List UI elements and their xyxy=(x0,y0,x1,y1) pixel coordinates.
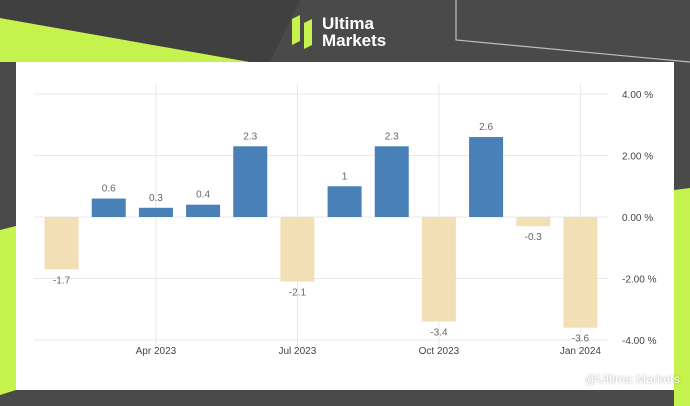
bar-value-label: -3.6 xyxy=(572,334,590,345)
bar-value-label: 0.6 xyxy=(102,184,116,195)
bar-value-label: 2.3 xyxy=(243,131,257,142)
decor-line xyxy=(455,0,690,63)
bar xyxy=(280,217,315,282)
bar-value-label: 2.3 xyxy=(385,131,399,142)
bar xyxy=(138,207,173,217)
brand-name: Ultima Markets xyxy=(322,15,386,49)
brand-logo: Ultima Markets xyxy=(292,14,386,50)
y-tick-label: 2.00 % xyxy=(622,152,653,163)
brand-line-2: Markets xyxy=(322,31,387,50)
x-tick-label: Jul 2023 xyxy=(279,346,317,357)
bar-value-label: 2.6 xyxy=(479,122,493,133)
bar xyxy=(516,217,551,227)
bar xyxy=(563,217,598,328)
watermark-logo-icon xyxy=(571,374,582,384)
bar xyxy=(91,198,126,217)
ultima-markets-logo-icon xyxy=(292,15,312,49)
y-tick-label: 4.00 % xyxy=(622,90,653,101)
bar-value-label: -1.7 xyxy=(53,275,71,286)
accent-stripe-left xyxy=(0,226,16,395)
watermark: @Ultima Markets xyxy=(571,372,680,386)
bar-value-label: -0.3 xyxy=(525,232,543,243)
y-tick-label: 0.00 % xyxy=(622,213,653,224)
bar-value-label: 1 xyxy=(342,171,348,182)
bar xyxy=(469,137,504,217)
bar xyxy=(186,204,221,217)
x-tick-label: Apr 2023 xyxy=(136,346,177,357)
bar xyxy=(421,217,456,322)
bar xyxy=(233,146,268,217)
chart-panel: 4.00 % 2.00 % 0.00 % -2.00 % -4.00 % Apr 2023… xyxy=(16,62,674,390)
bar-chart: 4.00 % 2.00 % 0.00 % -2.00 % -4.00 % Apr 2023… xyxy=(34,84,657,357)
accent-stripe-right xyxy=(674,188,690,406)
brand-line-1: Ultima xyxy=(322,14,374,33)
bar-value-label: -3.4 xyxy=(430,328,448,339)
bar xyxy=(327,186,362,217)
x-tick-label: Oct 2023 xyxy=(419,346,460,357)
bar-value-label: -2.1 xyxy=(289,288,307,299)
bar-value-label: 0.3 xyxy=(149,193,163,204)
watermark-text: @Ultima Markets xyxy=(584,372,680,386)
y-tick-label: -2.00 % xyxy=(622,275,657,286)
bar-value-label: 0.4 xyxy=(196,190,210,201)
y-tick-label: -4.00 % xyxy=(622,336,657,347)
bar xyxy=(44,217,79,270)
x-tick-label: Jan 2024 xyxy=(560,346,602,357)
bar xyxy=(374,146,409,217)
